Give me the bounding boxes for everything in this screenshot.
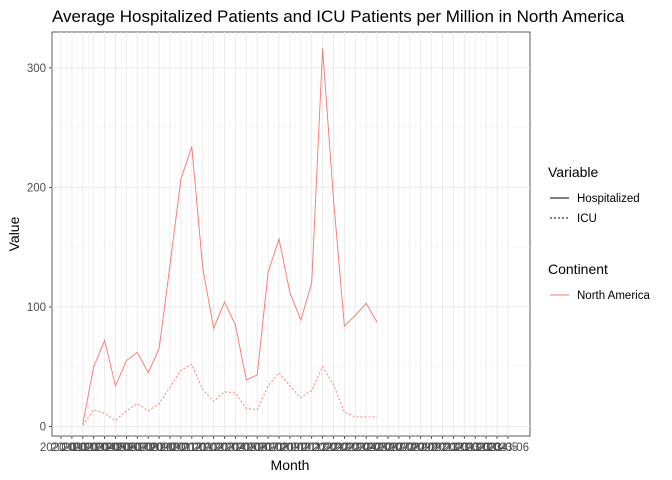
x-tick-label: 2023-04: [465, 442, 508, 454]
legend-title-variable: Variable: [548, 164, 599, 180]
x-tick-label: 2020-09: [127, 442, 169, 454]
x-tick-label: 2020-04: [73, 442, 116, 454]
x-tick-label: 2021-08: [247, 442, 289, 454]
x-tick-label: 2021-10: [269, 442, 311, 454]
x-tick-label: 2020-07: [105, 442, 147, 454]
x-tick-label: 2023-03: [454, 442, 496, 454]
x-tick-label: 2021-09: [258, 442, 300, 454]
grid-minor: [52, 32, 530, 436]
y-tick-label: 200: [27, 182, 46, 194]
x-tick-label: 2023-01: [432, 442, 474, 454]
x-tick-label: 2022-04: [334, 442, 377, 454]
x-tick-label: 2022-09: [389, 442, 431, 454]
x-tick-label: 2020-06: [94, 442, 136, 454]
series-line-hospitalized: [82, 48, 378, 425]
x-tick-label: 2022-07: [367, 442, 409, 454]
x-tick-label: 2021-12: [291, 442, 333, 454]
y-tick-label: 300: [27, 63, 46, 75]
plot-panel: [51, 31, 531, 437]
legend-title-continent: Continent: [548, 261, 608, 277]
x-tick-label: 2021-05: [214, 442, 256, 454]
x-tick-label: 2022-01: [301, 442, 343, 454]
x-tick-label: 2023-06: [487, 442, 529, 454]
x-tick-label: 2022-12: [421, 442, 463, 454]
legend-label-hospitalized: Hospitalized: [577, 193, 640, 205]
x-tick-label: 2022-05: [345, 442, 387, 454]
x-tick-label: 2020-12: [160, 442, 202, 454]
x-axis-title: Month: [271, 457, 310, 473]
y-axis-title: Value: [6, 216, 22, 251]
legend-label-icu: ICU: [577, 213, 597, 225]
x-tick-label: 2021-01: [171, 442, 213, 454]
x-tick-label: 2022-03: [323, 442, 365, 454]
x-tick-label: 2020-08: [116, 442, 158, 454]
x-tick-label: 2021-11: [280, 442, 321, 454]
x-axis: 2020-012020-022020-032020-042020-052020-…: [40, 436, 529, 454]
x-tick-label: 2021-02: [182, 442, 224, 454]
x-tick-label: 2022-02: [312, 442, 354, 454]
x-tick-label: 2020-11: [149, 442, 190, 454]
y-axis: 0 100 200 300: [27, 63, 52, 433]
x-tick-label: 2022-06: [356, 442, 398, 454]
x-tick-label: 2021-04: [203, 442, 246, 454]
x-tick-label: 2022-08: [378, 442, 420, 454]
legend-label-north-america: North America: [577, 290, 650, 302]
series-line-icu: [82, 363, 378, 426]
y-tick-label: 0: [40, 421, 46, 433]
series-layer: [82, 48, 378, 426]
x-tick-label: 2022-11: [411, 442, 452, 454]
x-tick-label: 2022-10: [400, 442, 442, 454]
x-tick-label: 2021-07: [236, 442, 278, 454]
x-tick-label: 2020-02: [51, 442, 93, 454]
x-tick-label: 2020-10: [138, 442, 180, 454]
x-tick-label: 2023-05: [476, 442, 518, 454]
x-tick-label: 2020-03: [62, 442, 104, 454]
x-tick-label: 2020-05: [83, 442, 125, 454]
y-tick-label: 100: [27, 302, 46, 314]
grid-major: [52, 32, 530, 436]
chart-title: Average Hospitalized Patients and ICU Pa…: [52, 7, 625, 26]
legend: Variable Hospitalized ICU Continent Nort…: [548, 164, 650, 302]
x-tick-label: 2021-03: [192, 442, 234, 454]
x-tick-label: 2020-01: [40, 442, 82, 454]
x-tick-label: 2023-02: [443, 442, 485, 454]
x-tick-label: 2021-06: [225, 442, 267, 454]
